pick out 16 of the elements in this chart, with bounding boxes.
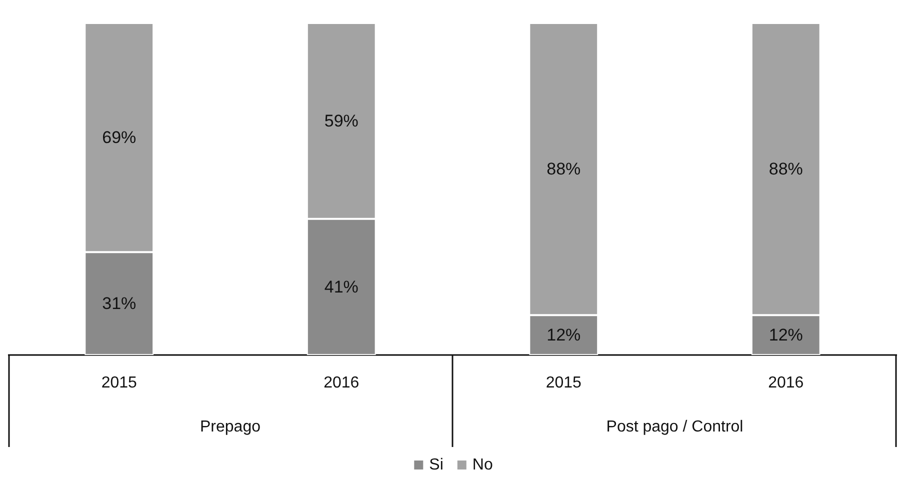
data-label: 59% — [324, 111, 358, 130]
data-label: 88% — [768, 160, 803, 179]
x-tick-label: 2016 — [324, 374, 360, 392]
text: Prepago — [200, 418, 261, 436]
data-label: 12% — [546, 326, 581, 345]
data-label: 69% — [102, 128, 136, 148]
x-tick-label: 2016 — [768, 374, 804, 392]
legend-label: No — [472, 456, 493, 474]
data-label: 12% — [768, 326, 803, 345]
x-tick-label: 2015 — [546, 374, 582, 392]
legend-label: Si — [429, 456, 444, 474]
data-label: 41% — [324, 277, 358, 296]
text: Post pago / Control — [606, 418, 744, 436]
x-tick-label: 2015 — [101, 374, 138, 392]
data-label: 31% — [102, 294, 136, 314]
data-label: 88% — [546, 160, 581, 179]
